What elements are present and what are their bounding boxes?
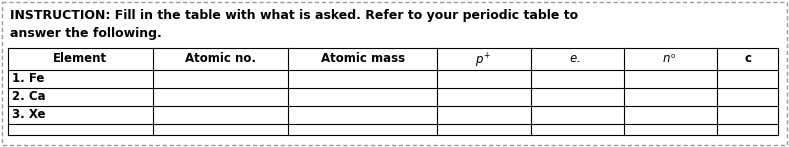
Text: e: e <box>569 52 576 66</box>
Text: n: n <box>662 52 670 66</box>
Text: c: c <box>744 52 751 66</box>
Text: o: o <box>670 52 675 59</box>
Text: -: - <box>577 57 580 66</box>
Text: 1. Fe: 1. Fe <box>12 72 44 86</box>
Text: Element: Element <box>54 52 107 66</box>
Text: +: + <box>484 51 490 60</box>
Text: 2. Ca: 2. Ca <box>12 91 46 103</box>
Text: Atomic mass: Atomic mass <box>320 52 405 66</box>
Text: answer the following.: answer the following. <box>10 27 162 40</box>
Text: Atomic no.: Atomic no. <box>185 52 256 66</box>
Text: 3. Xe: 3. Xe <box>12 108 46 122</box>
Text: INSTRUCTION: Fill in the table with what is asked. Refer to your periodic table : INSTRUCTION: Fill in the table with what… <box>10 9 578 22</box>
Text: p: p <box>476 52 483 66</box>
